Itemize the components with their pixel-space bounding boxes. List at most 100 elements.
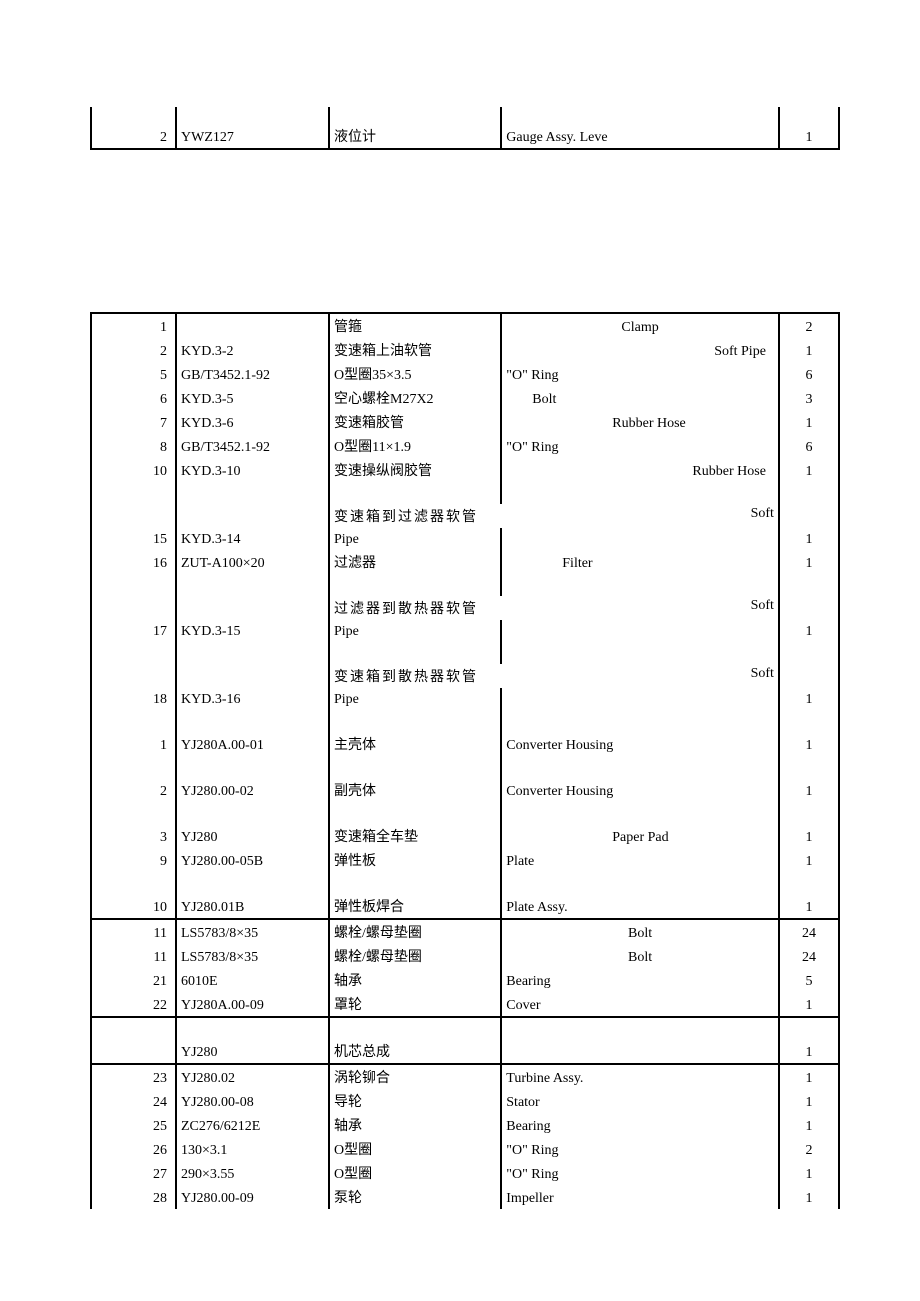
cell: O型圈11×1.9 (329, 434, 501, 458)
cell: 涡轮铆合 (329, 1064, 501, 1089)
cell: 1 (779, 732, 839, 756)
cell: ZUT-A100×20 (176, 550, 329, 574)
cell-desc-en: Gauge Assy. Leve (501, 107, 779, 149)
cell: 11 (91, 944, 176, 968)
cell: 1 (779, 848, 839, 872)
table-row: 10KYD.3-10变速操纵阀胶管Rubber Hose1 (91, 458, 839, 482)
table-row: 2 YWZ127 液位计 Gauge Assy. Leve 1 (91, 107, 839, 149)
desc-en-text: Soft (751, 506, 774, 526)
cell (779, 596, 839, 620)
cell (501, 528, 779, 550)
cell: Plate Assy. (501, 894, 779, 919)
table-row: 9YJ280.00-05B弹性板Plate1 (91, 848, 839, 872)
table-row: 变速箱到散热器软管Soft (91, 664, 839, 688)
cell: 管箍 (329, 313, 501, 338)
cell: 2 (779, 1137, 839, 1161)
cell (91, 596, 176, 620)
cell: Converter Housing (501, 778, 779, 802)
cell (91, 504, 176, 528)
cell (176, 596, 329, 620)
table-row: 11LS5783/8×35螺栓/螺母垫圈Bolt24 (91, 944, 839, 968)
cell: 空心螺栓M27X2 (329, 386, 501, 410)
cell: Soft Pipe (501, 338, 779, 362)
cell: Bolt (501, 919, 779, 944)
cell: YJ280.00-08 (176, 1089, 329, 1113)
cell: 24 (779, 919, 839, 944)
cell: 1 (779, 410, 839, 434)
table-row: 7KYD.3-6变速箱胶管Rubber Hose1 (91, 410, 839, 434)
table-row: 16ZUT-A100×20过滤器Filter1 (91, 550, 839, 574)
table-row: 23YJ280.02涡轮铆合Turbine Assy.1 (91, 1064, 839, 1089)
table-row: 1YJ280A.00-01主壳体Converter Housing1 (91, 732, 839, 756)
cell-desc-combined: 过滤器到散热器软管 Soft (329, 596, 779, 620)
cell: 1 (779, 1161, 839, 1185)
cell: 3 (779, 386, 839, 410)
cell (176, 504, 329, 528)
cell: 15 (91, 528, 176, 550)
cell: 泵轮 (329, 1185, 501, 1209)
cell: 21 (91, 968, 176, 992)
spacer-row (91, 642, 839, 664)
cell: 16 (91, 550, 176, 574)
cell: 变速箱全车垫 (329, 824, 501, 848)
cell: YJ280A.00-01 (176, 732, 329, 756)
cell: Stator (501, 1089, 779, 1113)
cell: Paper Pad (501, 824, 779, 848)
cell: 1 (779, 992, 839, 1017)
cell: KYD.3-14 (176, 528, 329, 550)
table-row: 15KYD.3-14Pipe1 (91, 528, 839, 550)
cell: 导轮 (329, 1089, 501, 1113)
spacer-row (91, 710, 839, 732)
cell: "O" Ring (501, 434, 779, 458)
cell: ZC276/6212E (176, 1113, 329, 1137)
table-row: 过滤器到散热器软管 Soft (91, 596, 839, 620)
cell: 17 (91, 620, 176, 642)
cell: Impeller (501, 1185, 779, 1209)
table-row: 28YJ280.00-09泵轮Impeller1 (91, 1185, 839, 1209)
cell: 螺栓/螺母垫圈 (329, 919, 501, 944)
table-row: YJ280机芯总成1 (91, 1039, 839, 1064)
cell: "O" Ring (501, 362, 779, 386)
cell: 1 (779, 1039, 839, 1064)
table-row: 变速箱到过滤器软管Soft (91, 504, 839, 528)
cell (779, 504, 839, 528)
cell: 轴承 (329, 968, 501, 992)
cell (779, 664, 839, 688)
cell (501, 688, 779, 710)
cell: 过滤器 (329, 550, 501, 574)
cell: KYD.3-6 (176, 410, 329, 434)
cell: 1 (779, 688, 839, 710)
cell: 6 (779, 434, 839, 458)
cell: 27 (91, 1161, 176, 1185)
cell: 1 (779, 550, 839, 574)
cell: 3 (91, 824, 176, 848)
cell: Converter Housing (501, 732, 779, 756)
cell: GB/T3452.1-92 (176, 362, 329, 386)
cell: YJ280.00-02 (176, 778, 329, 802)
table-row: 11LS5783/8×35螺栓/螺母垫圈Bolt24 (91, 919, 839, 944)
desc-en-text: Soft (751, 598, 774, 618)
cell: Filter (501, 550, 779, 574)
cell: 1 (779, 1064, 839, 1089)
cell: Pipe (329, 688, 501, 710)
cell (501, 1039, 779, 1064)
cell: YJ280A.00-09 (176, 992, 329, 1017)
desc-cn-text: 过滤器到散热器软管 (334, 598, 478, 618)
cell: 1 (779, 620, 839, 642)
cell: 22 (91, 992, 176, 1017)
cell: O型圈 (329, 1161, 501, 1185)
cell: 23 (91, 1064, 176, 1089)
cell: 1 (779, 1089, 839, 1113)
table-row: 26130×3.1O型圈"O" Ring2 (91, 1137, 839, 1161)
cell: 1 (779, 778, 839, 802)
table-row: 1管箍Clamp2 (91, 313, 839, 338)
cell: KYD.3-15 (176, 620, 329, 642)
cell: KYD.3-10 (176, 458, 329, 482)
cell: KYD.3-16 (176, 688, 329, 710)
cell: 变速箱胶管 (329, 410, 501, 434)
cell: KYD.3-5 (176, 386, 329, 410)
cell: 6 (91, 386, 176, 410)
cell (91, 1039, 176, 1064)
cell-code: YWZ127 (176, 107, 329, 149)
cell: 130×3.1 (176, 1137, 329, 1161)
